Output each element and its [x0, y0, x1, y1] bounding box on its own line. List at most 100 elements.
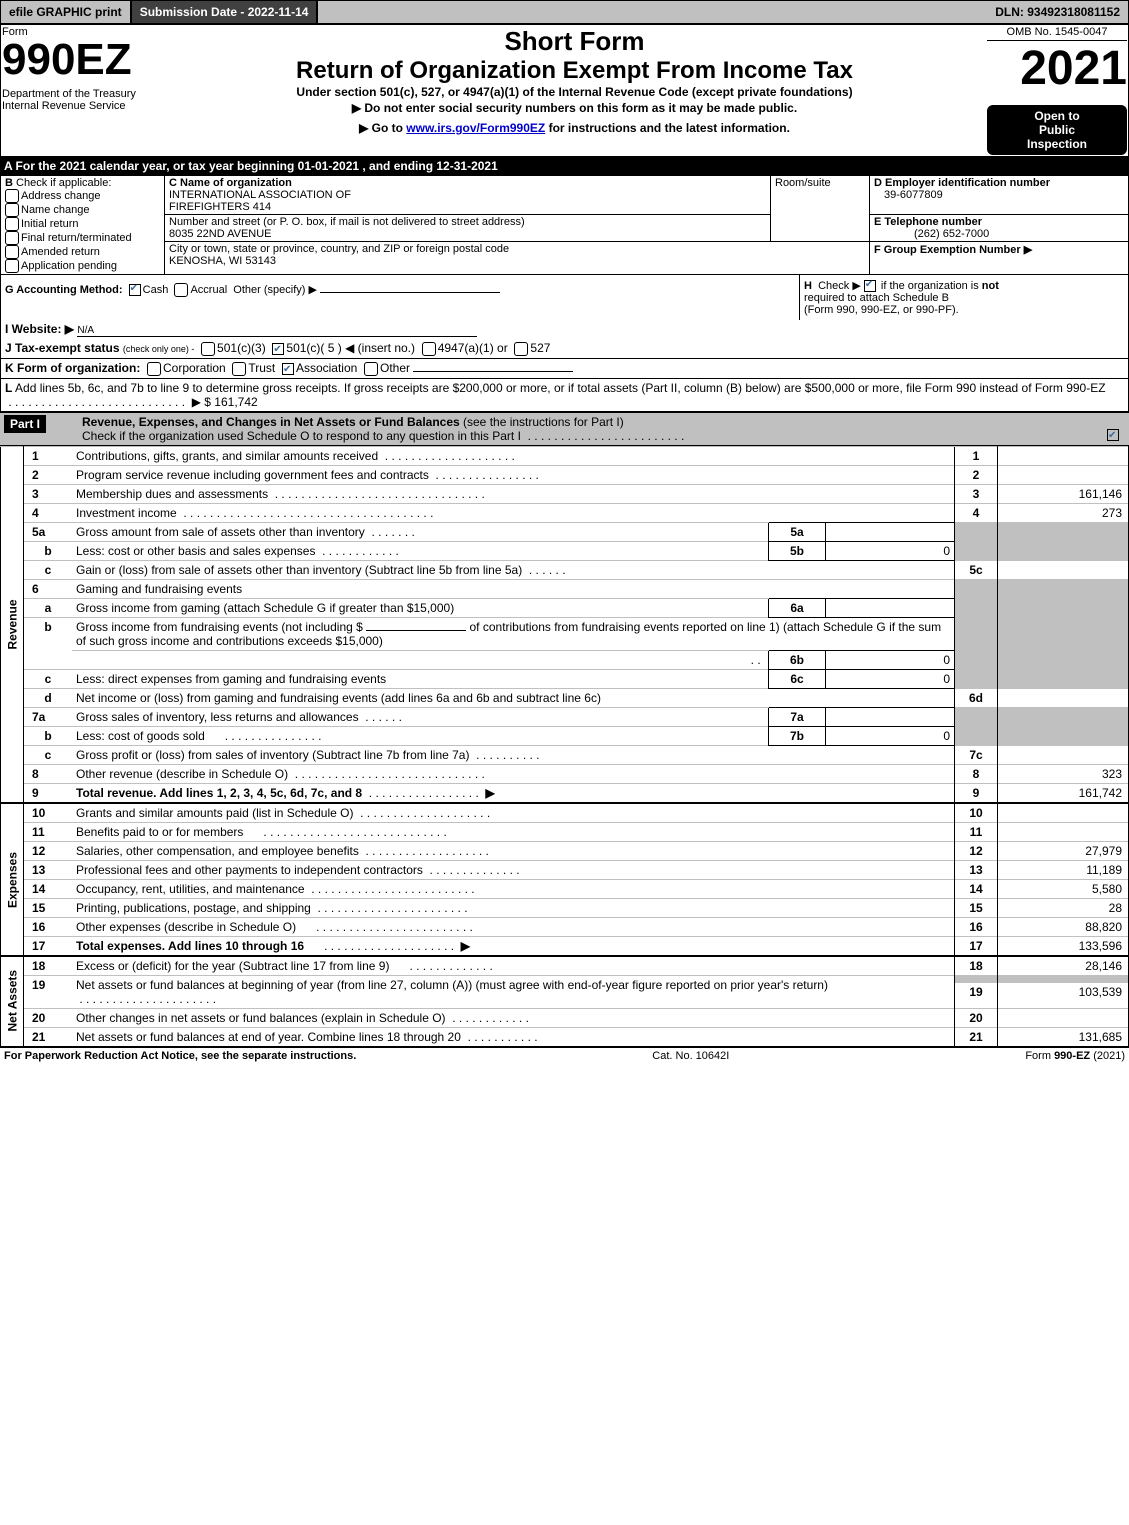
- chk-initial-return[interactable]: [5, 217, 19, 231]
- irs-link[interactable]: www.irs.gov/Form990EZ: [406, 121, 545, 135]
- l10-amt: [998, 803, 1129, 823]
- h-not: not: [982, 280, 999, 292]
- l6d-ref: 6d: [955, 688, 998, 707]
- l2-amt: [998, 465, 1129, 484]
- vert-revenue: Revenue: [1, 446, 24, 803]
- l7a-desc: Gross sales of inventory, less returns a…: [76, 710, 359, 724]
- i-row: I Website: ▶ N/A: [0, 320, 1129, 339]
- other-method-line: [320, 292, 500, 293]
- l16-ref: 16: [955, 917, 998, 936]
- l5b-boxamt: 0: [826, 541, 955, 560]
- chk-4947[interactable]: [422, 342, 436, 356]
- l5b-box: 5b: [769, 541, 826, 560]
- l14-ref: 14: [955, 879, 998, 898]
- chk-application-pending[interactable]: [5, 259, 19, 273]
- l15-amt: 28: [998, 898, 1129, 917]
- l18-amt: 28,146: [998, 956, 1129, 976]
- l6c-box: 6c: [769, 669, 826, 688]
- org-info-grid: B Check if applicable: Address change Na…: [0, 175, 1129, 275]
- page-footer: For Paperwork Reduction Act Notice, see …: [0, 1047, 1129, 1064]
- l7c-ref: 7c: [955, 745, 998, 764]
- l15-desc: Printing, publications, postage, and shi…: [76, 901, 311, 915]
- part1-paren: (see the instructions for Part I): [463, 415, 624, 429]
- l16-desc: Other expenses (describe in Schedule O): [76, 920, 296, 934]
- dln-label: DLN: 93492318081152: [987, 1, 1128, 23]
- l18-ref: 18: [955, 956, 998, 976]
- chk-address-change[interactable]: [5, 189, 19, 203]
- lbl-cash: Cash: [143, 284, 169, 296]
- tax-year: 2021: [987, 41, 1127, 96]
- lbl-final-return: Final return/terminated: [21, 232, 132, 244]
- l18-desc: Excess or (deficit) for the year (Subtra…: [76, 959, 389, 973]
- e-label: E Telephone number: [874, 216, 982, 228]
- f-arrow: ▶: [1024, 244, 1032, 256]
- l5c-desc: Gain or (loss) from sale of assets other…: [76, 563, 522, 577]
- vert-expenses: Expenses: [1, 803, 24, 956]
- l21-ref: 21: [955, 1027, 998, 1046]
- l4-ref: 4: [955, 503, 998, 522]
- badge-line2: Public: [991, 123, 1123, 137]
- l-label: L: [5, 381, 12, 395]
- chk-trust[interactable]: [232, 362, 246, 376]
- chk-schedule-b[interactable]: [864, 280, 876, 292]
- chk-schedule-o[interactable]: [1107, 429, 1119, 441]
- goto-note: ▶ Go to www.irs.gov/Form990EZ for instru…: [164, 121, 985, 135]
- l21-amt: 131,685: [998, 1027, 1129, 1046]
- l7b-desc: Less: cost of goods sold: [76, 729, 205, 743]
- other-org-line: [413, 371, 573, 372]
- city-value: KENOSHA, WI 53143: [169, 255, 276, 267]
- chk-accrual[interactable]: [174, 283, 188, 297]
- l8-desc: Other revenue (describe in Schedule O): [76, 767, 288, 781]
- l6d-amt: [998, 688, 1129, 707]
- l14-desc: Occupancy, rent, utilities, and maintena…: [76, 882, 305, 896]
- l10-desc: Grants and similar amounts paid (list in…: [76, 806, 353, 820]
- l6b-box: 6b: [769, 650, 826, 669]
- chk-501c3[interactable]: [201, 342, 215, 356]
- c-label: C Name of organization: [169, 177, 292, 189]
- chk-corp[interactable]: [147, 362, 161, 376]
- room-label: Room/suite: [775, 177, 831, 189]
- l19-desc: Net assets or fund balances at beginning…: [76, 978, 828, 992]
- chk-final-return[interactable]: [5, 231, 19, 245]
- l-text: Add lines 5b, 6c, and 7b to line 9 to de…: [15, 381, 1106, 395]
- lbl-corp: Corporation: [163, 361, 226, 375]
- l5a-desc: Gross amount from sale of assets other t…: [76, 525, 365, 539]
- l7b-boxamt: 0: [826, 726, 955, 745]
- chk-527[interactable]: [514, 342, 528, 356]
- l-amount: 161,742: [214, 395, 257, 409]
- l15-ref: 15: [955, 898, 998, 917]
- lines-table: Revenue 1 Contributions, gifts, grants, …: [0, 446, 1129, 1047]
- g-label: G Accounting Method:: [5, 284, 123, 296]
- footer-mid: Cat. No. 10642I: [652, 1050, 729, 1062]
- lbl-501c: 501(c)( 5 ) ◀ (insert no.): [286, 341, 415, 355]
- chk-cash[interactable]: [129, 284, 141, 296]
- l5c-ref: 5c: [955, 560, 998, 579]
- l9-arrow: ▶: [485, 786, 494, 800]
- l6d-desc: Net income or (loss) from gaming and fun…: [76, 691, 601, 705]
- top-bar-spacer: [318, 1, 987, 23]
- l7a-box: 7a: [769, 707, 826, 726]
- lbl-trust: Trust: [248, 361, 275, 375]
- l13-desc: Professional fees and other payments to …: [76, 863, 423, 877]
- l11-ref: 11: [955, 822, 998, 841]
- street-label: Number and street (or P. O. box, if mail…: [169, 216, 525, 228]
- chk-name-change[interactable]: [5, 203, 19, 217]
- chk-501c[interactable]: [272, 343, 284, 355]
- l12-ref: 12: [955, 841, 998, 860]
- short-form-title: Short Form: [164, 26, 985, 57]
- lbl-other-method: Other (specify) ▶: [233, 284, 317, 296]
- badge-line3: Inspection: [991, 137, 1123, 151]
- goto-prefix: ▶ Go to: [359, 121, 406, 135]
- efile-print-label: efile GRAPHIC print: [1, 1, 132, 23]
- l11-amt: [998, 822, 1129, 841]
- chk-other-org[interactable]: [364, 362, 378, 376]
- l5a-box: 5a: [769, 522, 826, 541]
- chk-assoc[interactable]: [282, 363, 294, 375]
- h-text3: required to attach Schedule B: [804, 292, 949, 304]
- l20-ref: 20: [955, 1008, 998, 1027]
- l11-desc: Benefits paid to or for members: [76, 825, 243, 839]
- ein-value: 39-6077809: [874, 189, 943, 201]
- lbl-name-change: Name change: [21, 204, 90, 216]
- chk-amended-return[interactable]: [5, 245, 19, 259]
- l7c-amt: [998, 745, 1129, 764]
